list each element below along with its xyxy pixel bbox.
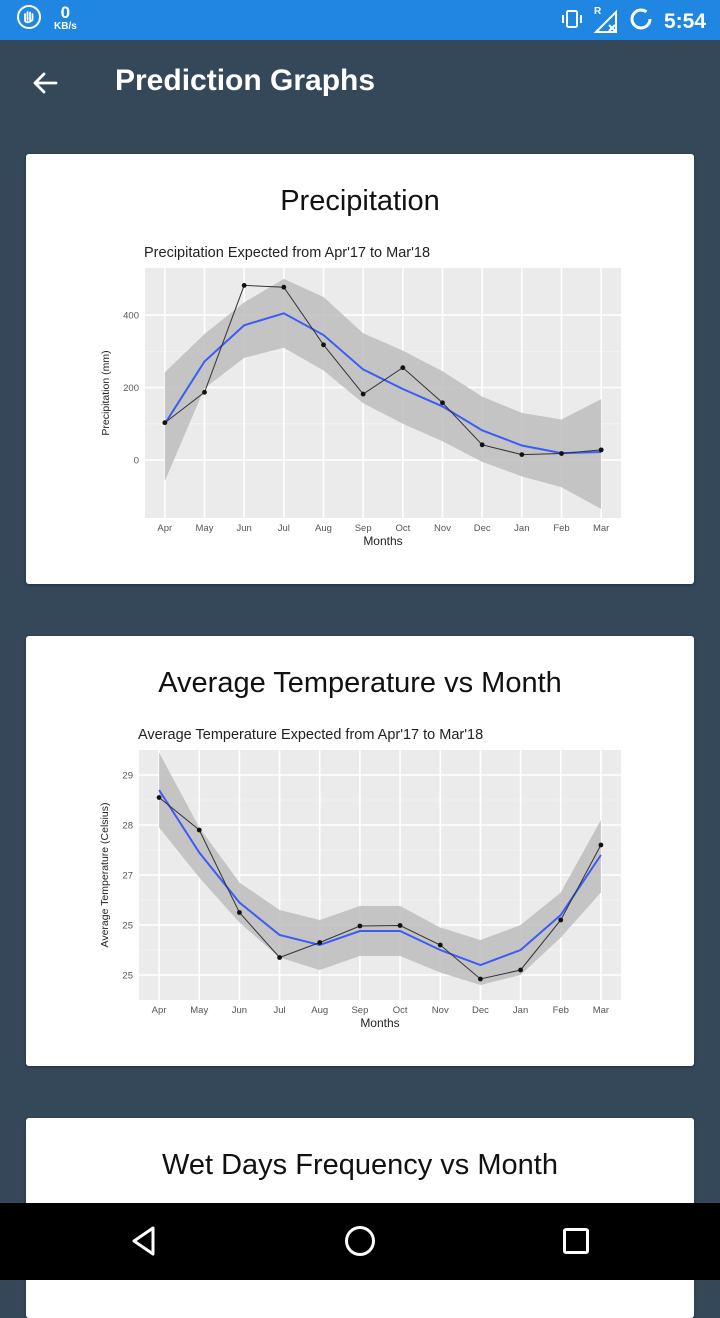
observed-point [317,940,323,945]
observed-point [321,342,326,348]
y-tick-label: 0 [134,456,139,467]
x-tick-label: Sep [351,1005,368,1016]
x-tick-label: Apr [157,523,172,534]
vibrate-icon [560,7,584,36]
home-circle-icon [343,1224,377,1263]
roaming-label: R [593,5,602,17]
status-left: 0 KB/s [16,4,77,35]
observed-point [202,389,207,395]
y-axis-label: Precipitation (mm) [100,350,112,435]
observed-point [478,976,483,982]
observed-point [196,827,202,833]
observed-point [360,391,366,397]
x-tick-label: Feb [553,1005,569,1016]
card-title: Average Temperature vs Month [158,667,562,699]
x-tick-label: Jun [237,523,252,534]
x-tick-label: Jan [513,1005,528,1016]
observed-point [162,420,168,426]
x-tick-label: Oct [395,523,410,534]
observed-point [237,910,242,915]
x-tick-label: Mar [593,523,609,534]
observed-point [156,795,162,800]
x-tick-label: Dec [472,1005,489,1016]
temperature-card[interactable]: Average Temperature vs Month Average Tem… [26,636,694,1066]
x-tick-label: Jun [232,1005,247,1016]
temperature-chart: Average Temperature Expected from Apr'17… [99,727,621,1030]
x-tick-label: Jan [514,523,529,534]
x-tick-label: Aug [315,523,332,534]
navigation-bar [0,1203,720,1280]
observed-point [281,284,287,290]
back-triangle-icon [129,1225,159,1262]
recents-square-icon [561,1226,591,1261]
card-title: Wet Days Frequency vs Month [162,1149,558,1181]
signal-off-icon: R [592,5,620,35]
observed-point [519,452,525,457]
clock: 5:54 [663,9,706,33]
observed-line [158,797,602,980]
nav-home-button[interactable] [338,1221,382,1265]
y-tick-label: 25 [122,971,133,982]
y-tick-label: 200 [123,383,139,394]
observed-point [400,365,406,371]
observed-point [479,442,485,448]
x-tick-label: Apr [152,1005,167,1016]
x-tick-label: Aug [311,1005,328,1016]
app-bar: Prediction Graphs [0,40,720,128]
nav-recents-button[interactable] [554,1221,598,1265]
y-tick-label: 400 [123,311,139,322]
confidence-band [164,278,602,509]
chart-title: Average Temperature Expected from Apr'17… [138,727,483,743]
observed-point [440,400,445,406]
speed-value: 0 [60,3,71,22]
trend-line [163,312,602,455]
trend-line [158,789,602,967]
x-axis-label: Months [360,1016,399,1030]
y-tick-label: 27 [122,871,133,882]
network-speed: 0 KB/s [54,4,77,32]
observed-point [397,923,403,928]
observed-point [518,967,523,973]
observed-point [437,942,443,948]
sync-icon [628,6,654,37]
speed-unit: KB/s [54,21,77,32]
x-tick-label: Nov [434,523,451,534]
observed-point [241,282,247,288]
x-tick-label: May [190,1005,208,1016]
hand-icon [16,4,42,35]
x-tick-label: Dec [474,523,491,534]
y-tick-label: 29 [122,771,133,782]
back-button[interactable] [22,62,68,108]
page-title: Prediction Graphs [115,64,376,97]
arrow-back-icon [31,69,59,102]
y-tick-label: 28 [122,821,133,832]
x-tick-label: Jul [274,1005,286,1016]
nav-back-button[interactable] [122,1221,166,1265]
chart-title: Precipitation Expected from Apr'17 to Ma… [144,245,430,261]
precipitation-chart: Precipitation Expected from Apr'17 to Ma… [100,245,621,548]
x-tick-label: Sep [355,523,372,534]
card-title: Precipitation [280,185,440,217]
x-tick-label: May [196,523,214,534]
observed-point [277,955,282,960]
x-tick-label: Jul [278,523,290,534]
x-tick-label: Mar [593,1005,609,1016]
observed-point [357,923,363,929]
observed-point [598,842,604,848]
y-tick-label: 25 [122,921,133,932]
precipitation-card[interactable]: Precipitation Precipitation Expected fro… [26,154,694,584]
observed-point [558,917,564,923]
status-right: R 5:54 [560,6,706,37]
x-tick-label: Nov [432,1005,449,1016]
status-bar: 0 KB/s R 5:54 [0,0,720,40]
x-tick-label: Oct [393,1005,408,1016]
observed-line [164,284,602,456]
x-axis-label: Months [363,534,402,548]
observed-point [559,451,564,456]
y-axis-label: Average Temperature (Celsius) [99,803,111,948]
x-tick-label: Feb [553,523,569,534]
observed-point [598,447,604,453]
